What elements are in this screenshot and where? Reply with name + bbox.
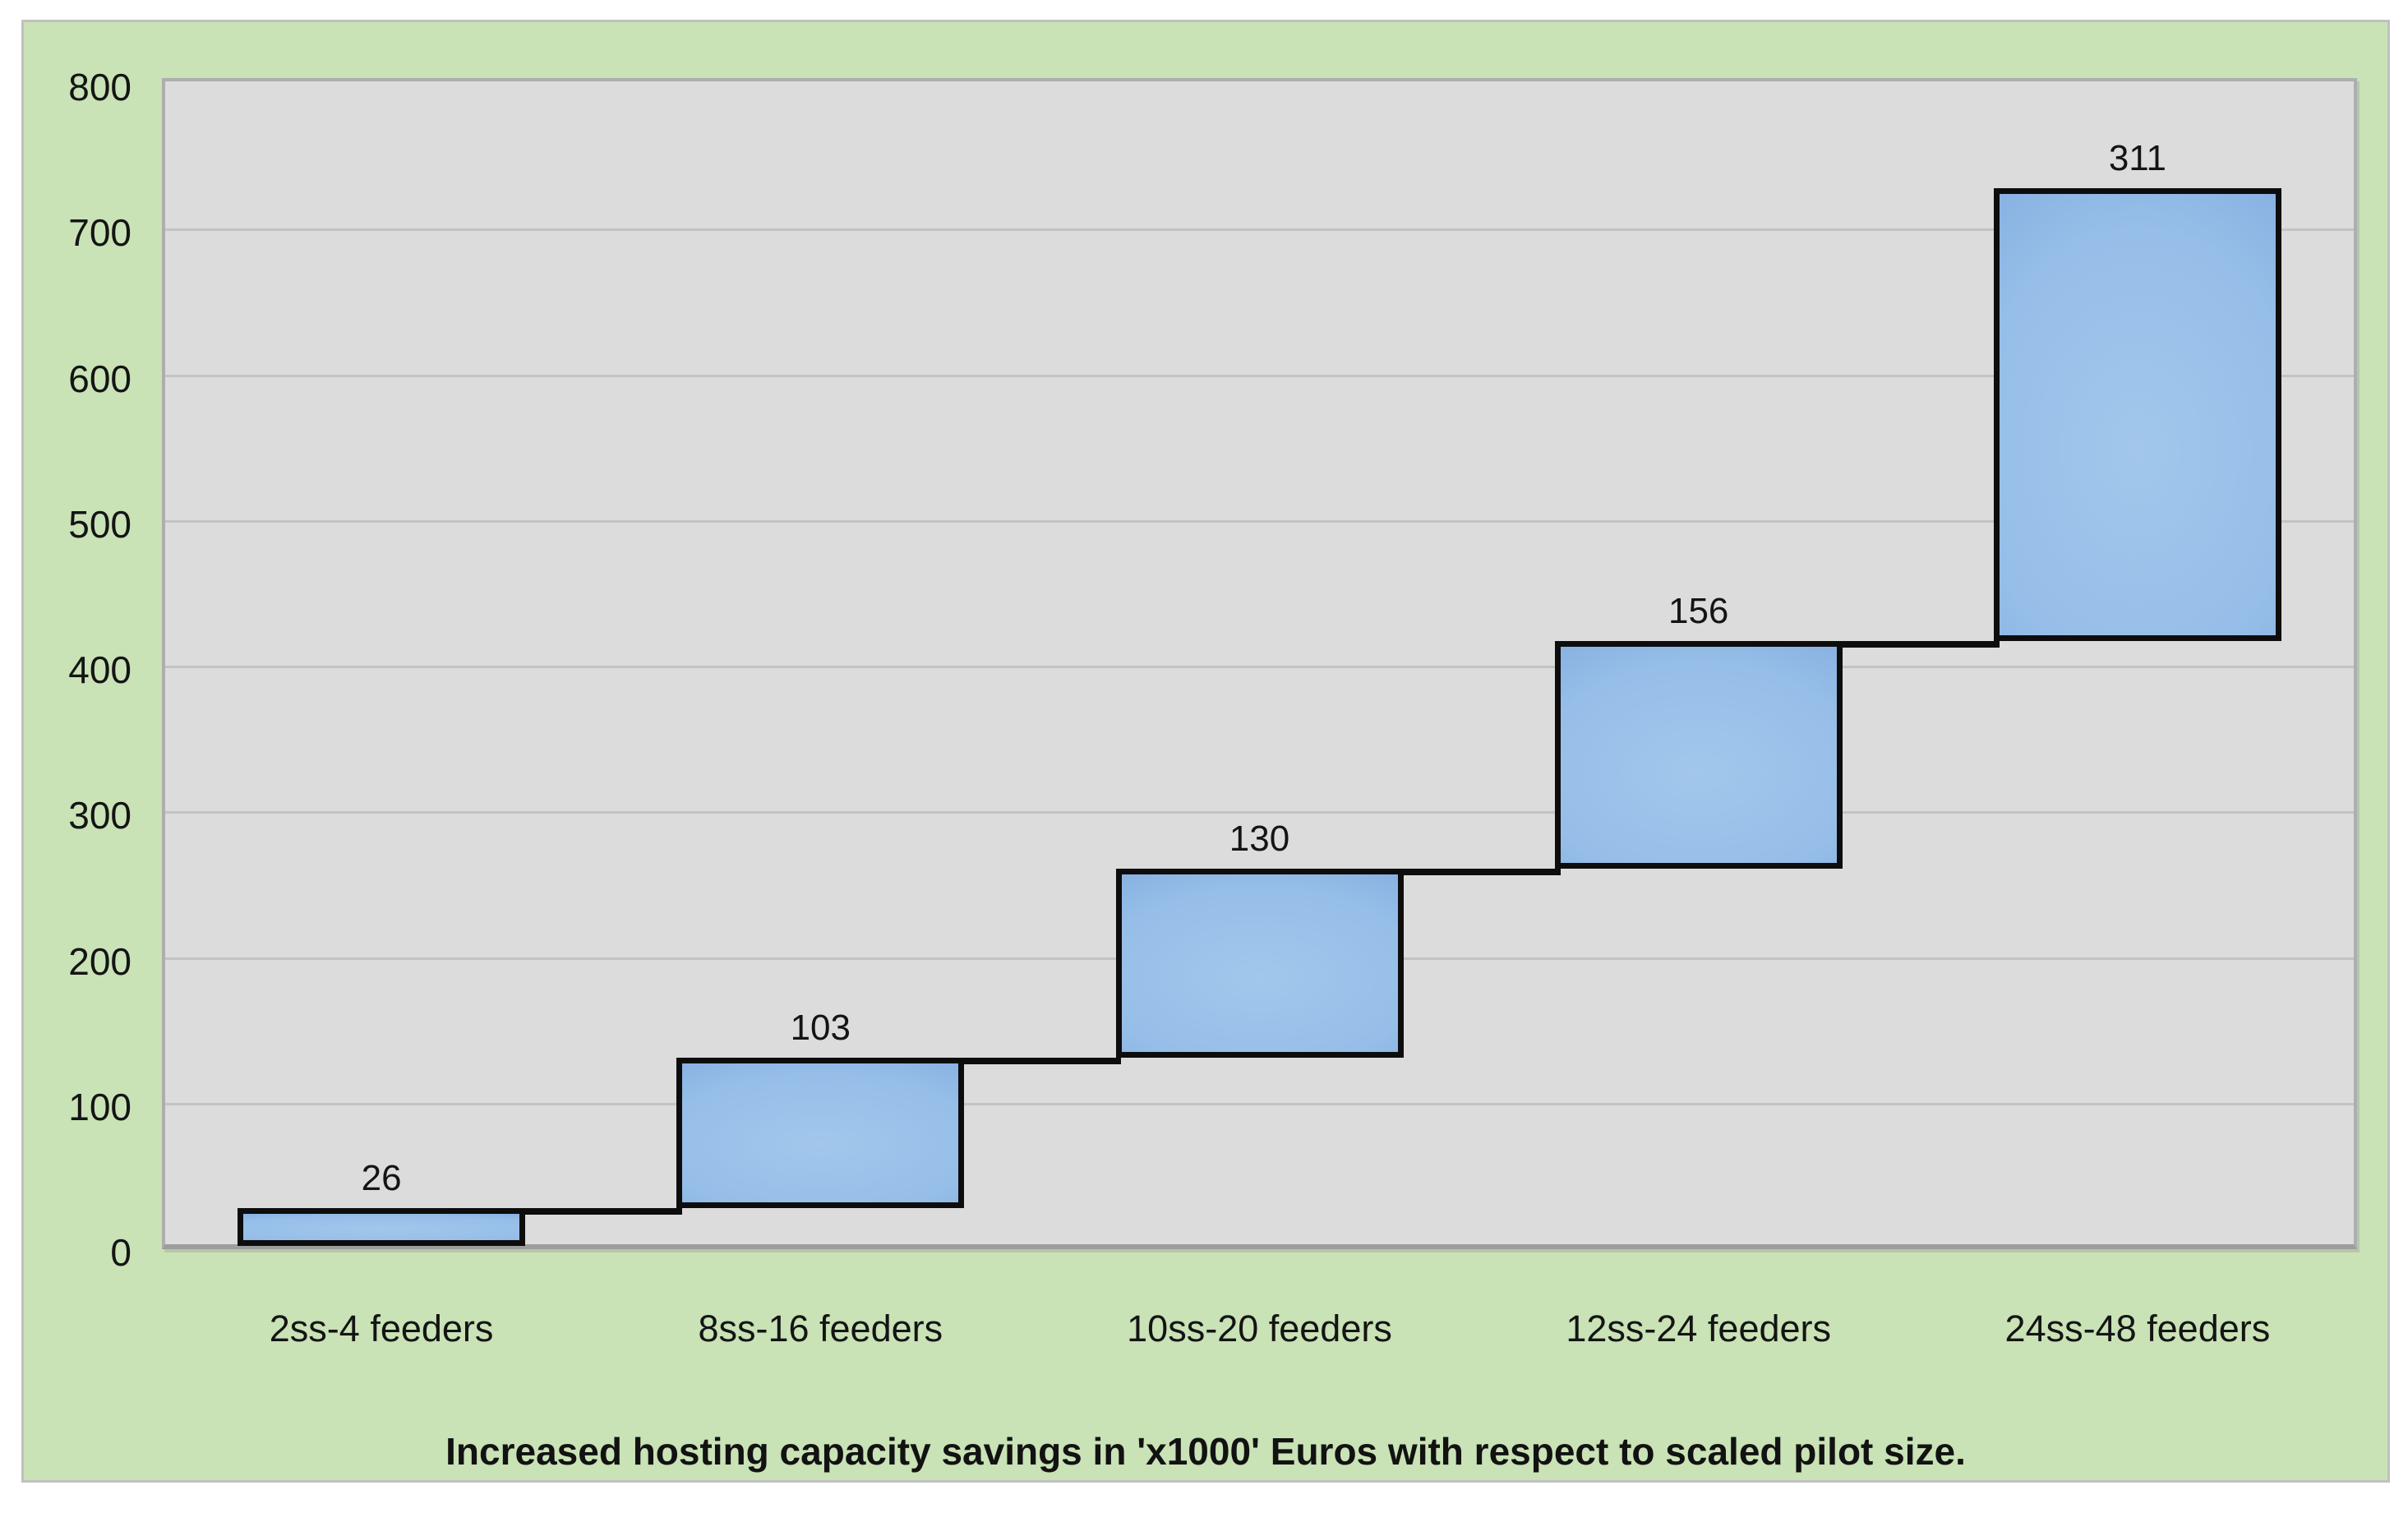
gridline-300 — [165, 811, 2354, 814]
bar-10ss-20-feeders — [1115, 868, 1404, 1059]
connector-line-26 — [519, 1207, 683, 1215]
x-category-label-12ss-24-feeders: 12ss-24 feeders — [1566, 1308, 1832, 1349]
y-tick-label-200: 200 — [68, 939, 131, 983]
bar-2ss-4-feeders — [238, 1207, 526, 1246]
y-tick-label-500: 500 — [68, 502, 131, 546]
bar-value-label-103: 103 — [790, 1008, 851, 1049]
x-category-label-24ss-48-feeders: 24ss-48 feeders — [2004, 1308, 2271, 1349]
bar-value-label-130: 130 — [1229, 818, 1290, 859]
y-tick-label-700: 700 — [68, 211, 131, 255]
y-tick-label-600: 600 — [68, 357, 131, 400]
bar-24ss-48-feeders — [1993, 188, 2281, 642]
connector-line-129 — [958, 1058, 1122, 1065]
bar-value-label-156: 156 — [1668, 591, 1729, 632]
bar-value-label-311: 311 — [2108, 138, 2166, 179]
y-tick-label-300: 300 — [68, 794, 131, 837]
bar-8ss-16-feeders — [676, 1058, 965, 1208]
gridline-100 — [165, 1102, 2354, 1105]
bar-12ss-24-feeders — [1554, 641, 1843, 869]
y-tick-label-0: 0 — [110, 1231, 131, 1274]
connector-line-415 — [1836, 641, 2000, 648]
gridline-700 — [165, 228, 2354, 232]
gridline-500 — [165, 519, 2354, 523]
y-tick-label-400: 400 — [68, 648, 131, 691]
y-tick-label-100: 100 — [68, 1085, 131, 1128]
gridline-400 — [165, 666, 2354, 668]
x-category-label-10ss-20-feeders: 10ss-20 feeders — [1127, 1308, 1392, 1349]
chart-title: Increased hosting capacity savings in 'x… — [445, 1430, 1966, 1473]
x-category-label-2ss-4-feeders: 2ss-4 feeders — [269, 1308, 494, 1349]
bar-value-label-26: 26 — [361, 1157, 402, 1198]
x-category-label-8ss-16-feeders: 8ss-16 feeders — [698, 1308, 943, 1349]
y-tick-label-800: 800 — [68, 66, 131, 108]
connector-line-259 — [1397, 868, 1561, 875]
gridline-600 — [165, 374, 2354, 377]
